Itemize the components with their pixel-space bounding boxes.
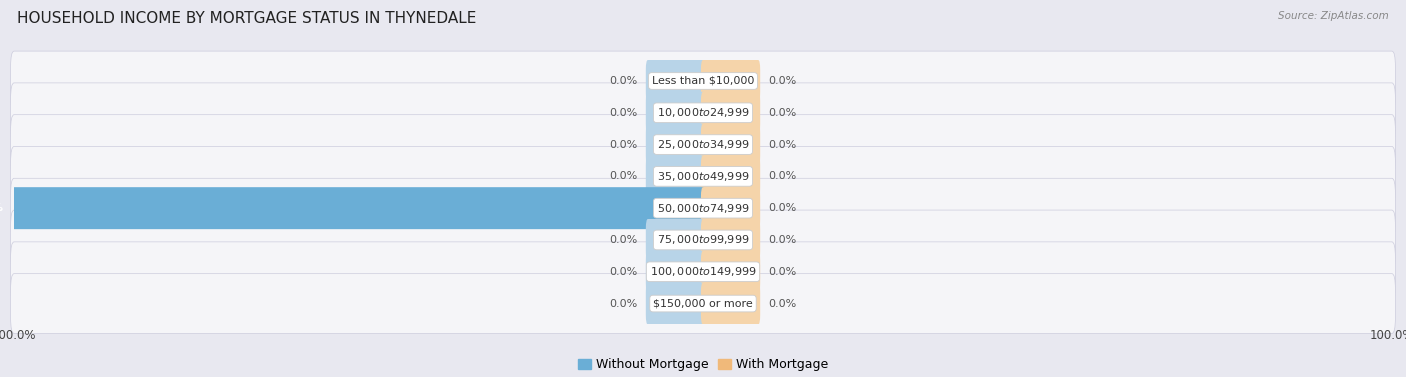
- Text: $50,000 to $74,999: $50,000 to $74,999: [657, 202, 749, 215]
- FancyBboxPatch shape: [645, 92, 704, 134]
- Text: Less than $10,000: Less than $10,000: [652, 76, 754, 86]
- FancyBboxPatch shape: [702, 251, 761, 293]
- Text: 0.0%: 0.0%: [609, 235, 637, 245]
- FancyBboxPatch shape: [645, 124, 704, 166]
- Text: 0.0%: 0.0%: [769, 235, 797, 245]
- Text: 0.0%: 0.0%: [769, 139, 797, 150]
- Text: 0.0%: 0.0%: [769, 267, 797, 277]
- Text: $35,000 to $49,999: $35,000 to $49,999: [657, 170, 749, 183]
- FancyBboxPatch shape: [702, 60, 761, 102]
- Text: $75,000 to $99,999: $75,000 to $99,999: [657, 233, 749, 247]
- Text: 0.0%: 0.0%: [769, 203, 797, 213]
- FancyBboxPatch shape: [11, 242, 1395, 302]
- FancyBboxPatch shape: [702, 219, 761, 261]
- FancyBboxPatch shape: [11, 147, 1395, 206]
- Text: 0.0%: 0.0%: [769, 76, 797, 86]
- Text: $100,000 to $149,999: $100,000 to $149,999: [650, 265, 756, 278]
- FancyBboxPatch shape: [702, 187, 761, 229]
- Text: 0.0%: 0.0%: [769, 299, 797, 308]
- FancyBboxPatch shape: [702, 283, 761, 325]
- Text: 0.0%: 0.0%: [609, 108, 637, 118]
- Text: 0.0%: 0.0%: [609, 267, 637, 277]
- FancyBboxPatch shape: [11, 51, 1395, 111]
- FancyBboxPatch shape: [11, 274, 1395, 333]
- FancyBboxPatch shape: [11, 115, 1395, 175]
- Legend: Without Mortgage, With Mortgage: Without Mortgage, With Mortgage: [574, 353, 832, 376]
- Text: 0.0%: 0.0%: [609, 76, 637, 86]
- FancyBboxPatch shape: [645, 251, 704, 293]
- Text: $10,000 to $24,999: $10,000 to $24,999: [657, 106, 749, 119]
- Text: 0.0%: 0.0%: [609, 139, 637, 150]
- FancyBboxPatch shape: [13, 187, 704, 229]
- FancyBboxPatch shape: [11, 210, 1395, 270]
- Text: 0.0%: 0.0%: [769, 172, 797, 181]
- Text: $25,000 to $34,999: $25,000 to $34,999: [657, 138, 749, 151]
- Text: HOUSEHOLD INCOME BY MORTGAGE STATUS IN THYNEDALE: HOUSEHOLD INCOME BY MORTGAGE STATUS IN T…: [17, 11, 477, 26]
- Text: $150,000 or more: $150,000 or more: [654, 299, 752, 308]
- Text: 100.0%: 100.0%: [0, 203, 4, 213]
- FancyBboxPatch shape: [645, 219, 704, 261]
- FancyBboxPatch shape: [11, 83, 1395, 143]
- FancyBboxPatch shape: [702, 155, 761, 197]
- Text: 0.0%: 0.0%: [769, 108, 797, 118]
- Text: Source: ZipAtlas.com: Source: ZipAtlas.com: [1278, 11, 1389, 21]
- FancyBboxPatch shape: [11, 178, 1395, 238]
- FancyBboxPatch shape: [645, 60, 704, 102]
- FancyBboxPatch shape: [702, 124, 761, 166]
- FancyBboxPatch shape: [645, 283, 704, 325]
- Text: 0.0%: 0.0%: [609, 172, 637, 181]
- Text: 0.0%: 0.0%: [609, 299, 637, 308]
- FancyBboxPatch shape: [645, 155, 704, 197]
- FancyBboxPatch shape: [702, 92, 761, 134]
